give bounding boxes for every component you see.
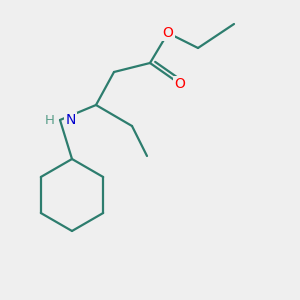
Text: O: O <box>163 26 173 40</box>
Text: H: H <box>45 113 55 127</box>
Text: N: N <box>65 113 76 127</box>
Text: O: O <box>175 77 185 91</box>
